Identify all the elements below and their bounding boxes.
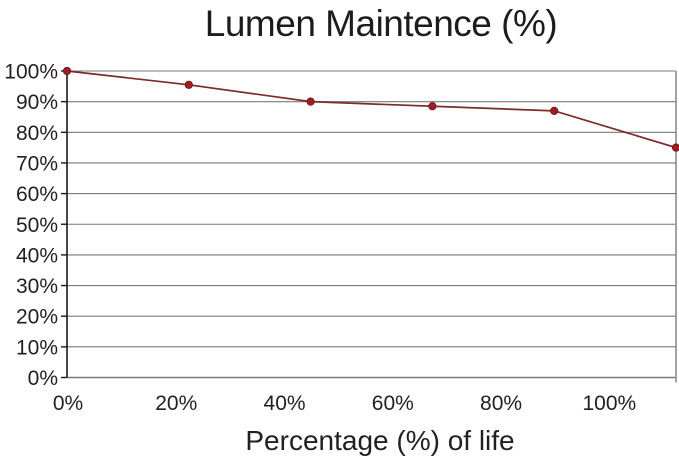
x-tick-label: 60%	[372, 392, 414, 415]
data-point-marker	[184, 80, 193, 89]
y-tick-label: 40%	[16, 244, 58, 267]
data-point-marker	[671, 143, 679, 152]
data-point-marker	[306, 97, 315, 106]
plot-area: 0% 10% 20% 30% 40% 50% 60% 70% 80% 90% 100% 0% 20% 40…	[4, 61, 679, 415]
y-tick-label: 60%	[16, 183, 58, 206]
y-tick-label: 90%	[16, 91, 58, 114]
x-tick-label: 100%	[582, 392, 636, 415]
y-tick-label: 70%	[16, 152, 58, 175]
y-tick-label: 20%	[16, 306, 58, 329]
x-tick-label: 40%	[264, 392, 306, 415]
y-tick-label: 50%	[16, 214, 58, 237]
chart-title: Lumen Maintence (%)	[205, 3, 557, 44]
data-point-marker	[550, 106, 559, 115]
y-tick-label: 30%	[16, 275, 58, 298]
y-tick-label: 10%	[16, 336, 58, 359]
x-axis-title: Percentage (%) of life	[245, 425, 514, 456]
series-line	[66, 70, 677, 149]
data-point-marker	[62, 66, 72, 76]
y-tick-label: 80%	[16, 122, 58, 145]
y-tick-label: 100%	[4, 61, 58, 84]
data-point-marker	[428, 102, 437, 111]
x-tick-label: 0%	[53, 392, 83, 415]
y-tick-label: 0%	[28, 367, 58, 390]
x-tick-label: 20%	[155, 392, 197, 415]
x-tick-label: 80%	[480, 392, 522, 415]
